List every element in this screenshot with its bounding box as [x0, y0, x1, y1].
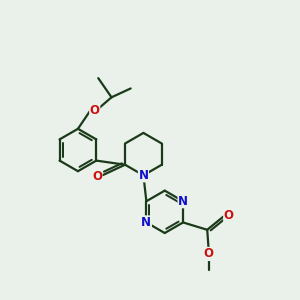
- Text: O: O: [90, 104, 100, 117]
- Text: O: O: [224, 209, 234, 223]
- Text: O: O: [92, 170, 102, 183]
- Text: O: O: [204, 248, 214, 260]
- Text: N: N: [138, 169, 148, 182]
- Text: N: N: [178, 195, 188, 208]
- Text: N: N: [141, 216, 152, 229]
